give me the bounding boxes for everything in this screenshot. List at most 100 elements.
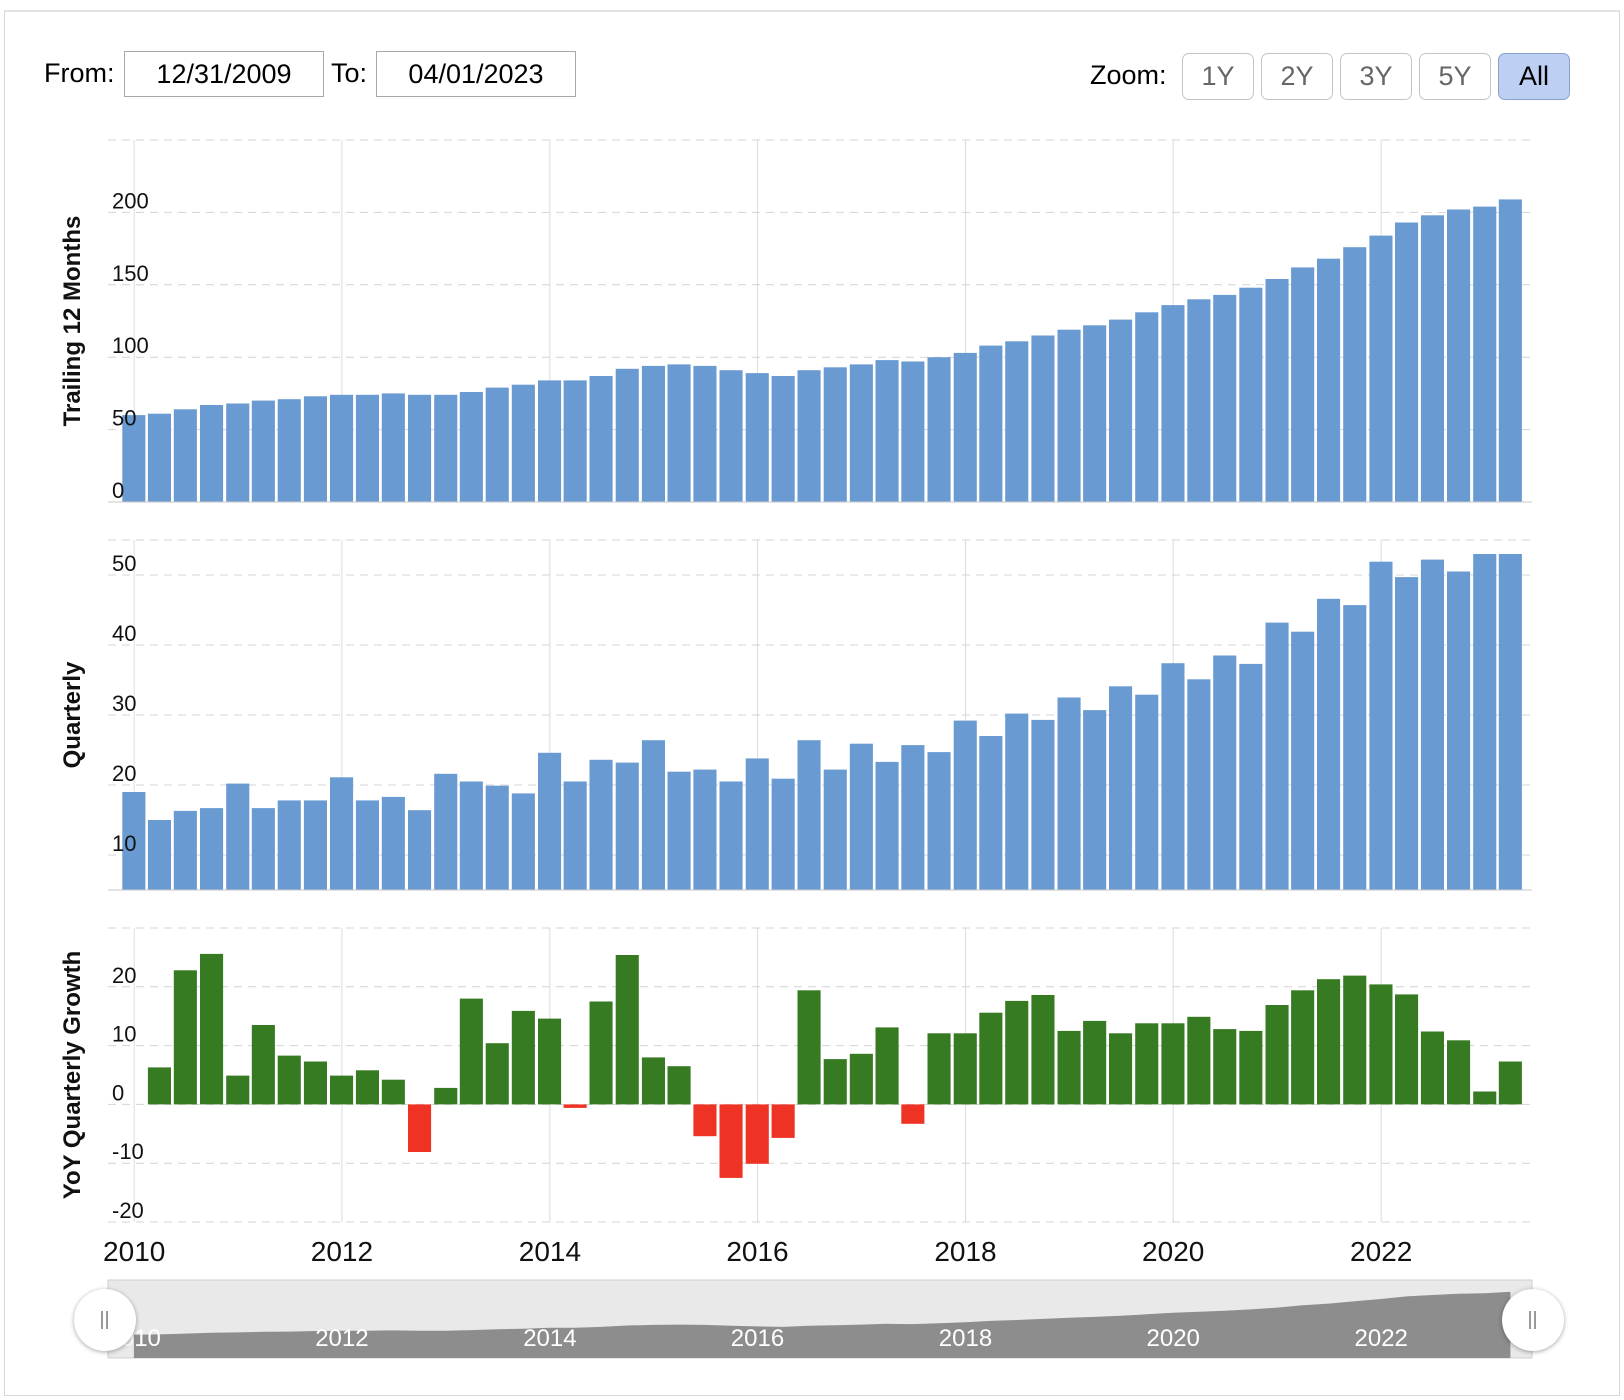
to-date-input[interactable]: 04/01/2023 (376, 51, 576, 97)
bar (953, 1033, 977, 1105)
zoom-all-button[interactable]: All (1498, 53, 1570, 100)
bar (1031, 719, 1055, 890)
bar (693, 769, 717, 890)
bar (408, 394, 432, 502)
bar (330, 777, 354, 890)
bar (1343, 247, 1367, 502)
bar (459, 781, 483, 890)
bar (485, 1043, 509, 1105)
bar (1109, 1033, 1133, 1105)
bar (771, 376, 795, 502)
bar (485, 387, 509, 502)
bar (1498, 554, 1522, 890)
y-axis-title: Quarterly (59, 661, 86, 768)
bar (1473, 554, 1497, 890)
bar (823, 769, 847, 890)
bar (667, 1066, 691, 1105)
navigator-tick-label: 2014 (523, 1325, 576, 1352)
x-tick-label: 2010 (103, 1236, 165, 1267)
bar (589, 1001, 613, 1105)
x-tick-label: 2012 (311, 1236, 373, 1267)
bar (434, 773, 458, 890)
bar (408, 1104, 432, 1152)
bar (875, 761, 899, 890)
bar (277, 800, 301, 890)
zoom-1y-button[interactable]: 1Y (1182, 53, 1254, 100)
bar (1317, 979, 1341, 1105)
bar (1135, 312, 1159, 502)
bar (1135, 1023, 1159, 1105)
bar (641, 365, 665, 502)
bar (1161, 305, 1185, 502)
bar (303, 396, 327, 502)
bar (1031, 995, 1055, 1105)
bar (173, 409, 197, 502)
bar (1265, 1005, 1289, 1105)
bar (797, 740, 821, 890)
bar (1005, 1000, 1029, 1105)
y-tick-label: -20 (112, 1198, 144, 1223)
bar (875, 1027, 899, 1105)
navigator-tick-label: 2016 (731, 1325, 784, 1352)
bar (251, 1025, 275, 1105)
bar (226, 403, 250, 502)
bar (277, 1055, 301, 1105)
bar (589, 759, 613, 890)
bar (797, 370, 821, 502)
bar (615, 762, 639, 890)
bar (953, 352, 977, 502)
bar (1265, 279, 1289, 502)
bar (1005, 713, 1029, 890)
bar (1213, 655, 1237, 890)
bar (641, 1057, 665, 1105)
navigator-right-handle[interactable] (1502, 1289, 1564, 1351)
bar (147, 1067, 171, 1105)
navigator-tick-label: 2020 (1147, 1325, 1200, 1352)
bar (1343, 605, 1367, 890)
y-tick-label: 200 (112, 188, 149, 213)
zoom-2y-button[interactable]: 2Y (1261, 53, 1333, 100)
from-date-input[interactable]: 12/31/2009 (124, 51, 324, 97)
bar (538, 752, 562, 890)
bar (719, 781, 743, 890)
y-tick-label: 30 (112, 691, 136, 716)
bar (122, 415, 146, 502)
zoom-3y-button[interactable]: 3Y (1340, 53, 1412, 100)
bar (1083, 710, 1107, 890)
bar (1213, 294, 1237, 502)
bar (1395, 994, 1419, 1105)
bar (849, 743, 873, 890)
bar (251, 400, 275, 502)
bar (303, 800, 327, 890)
zoom-label: Zoom: (1090, 60, 1167, 90)
zoom-5y-button[interactable]: 5Y (1419, 53, 1491, 100)
y-axis-title: Trailing 12 Months (59, 216, 86, 427)
navigator-left-handle[interactable] (74, 1289, 136, 1351)
bar (173, 970, 197, 1105)
bar (589, 376, 613, 502)
x-tick-label: 2014 (519, 1236, 581, 1267)
navigator-tick-label: 2018 (939, 1325, 992, 1352)
bar (1239, 1030, 1263, 1105)
bar (1161, 663, 1185, 890)
bar (122, 792, 146, 890)
bar (173, 810, 197, 890)
x-tick-label: 2016 (726, 1236, 788, 1267)
bar (485, 785, 509, 890)
bar (1031, 335, 1055, 502)
y-tick-label: 40 (112, 621, 136, 646)
bar (1317, 258, 1341, 502)
bar (1369, 984, 1393, 1105)
bar (1005, 341, 1029, 502)
bar (901, 361, 925, 502)
bar (615, 955, 639, 1105)
bar (615, 368, 639, 502)
bar (200, 405, 224, 502)
bar (538, 380, 562, 502)
bar (745, 373, 769, 502)
y-tick-label: -10 (112, 1139, 144, 1164)
bar (1265, 622, 1289, 890)
bar (251, 808, 275, 890)
bar (1343, 975, 1367, 1105)
